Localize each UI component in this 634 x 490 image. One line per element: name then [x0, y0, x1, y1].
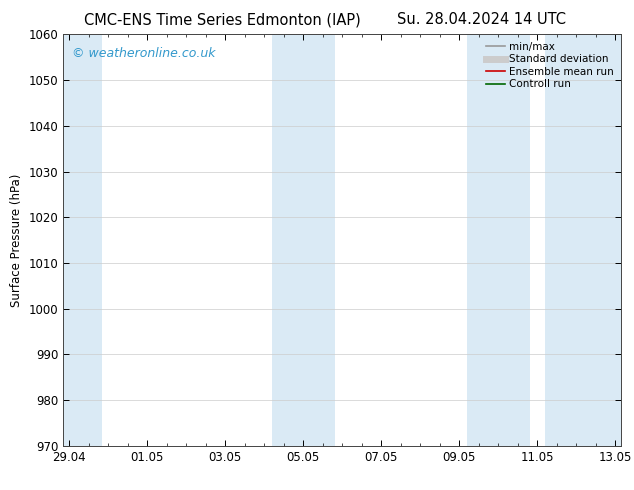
Bar	[63, 34, 103, 446]
Y-axis label: Surface Pressure (hPa): Surface Pressure (hPa)	[10, 173, 23, 307]
Text: Su. 28.04.2024 14 UTC: Su. 28.04.2024 14 UTC	[398, 12, 566, 27]
Text: CMC-ENS Time Series Edmonton (IAP): CMC-ENS Time Series Edmonton (IAP)	[84, 12, 360, 27]
Text: © weatheronline.co.uk: © weatheronline.co.uk	[72, 47, 216, 60]
Bar	[272, 34, 335, 446]
Bar	[467, 34, 529, 446]
Legend: min/max, Standard deviation, Ensemble mean run, Controll run: min/max, Standard deviation, Ensemble me…	[484, 40, 616, 92]
Bar	[545, 34, 621, 446]
